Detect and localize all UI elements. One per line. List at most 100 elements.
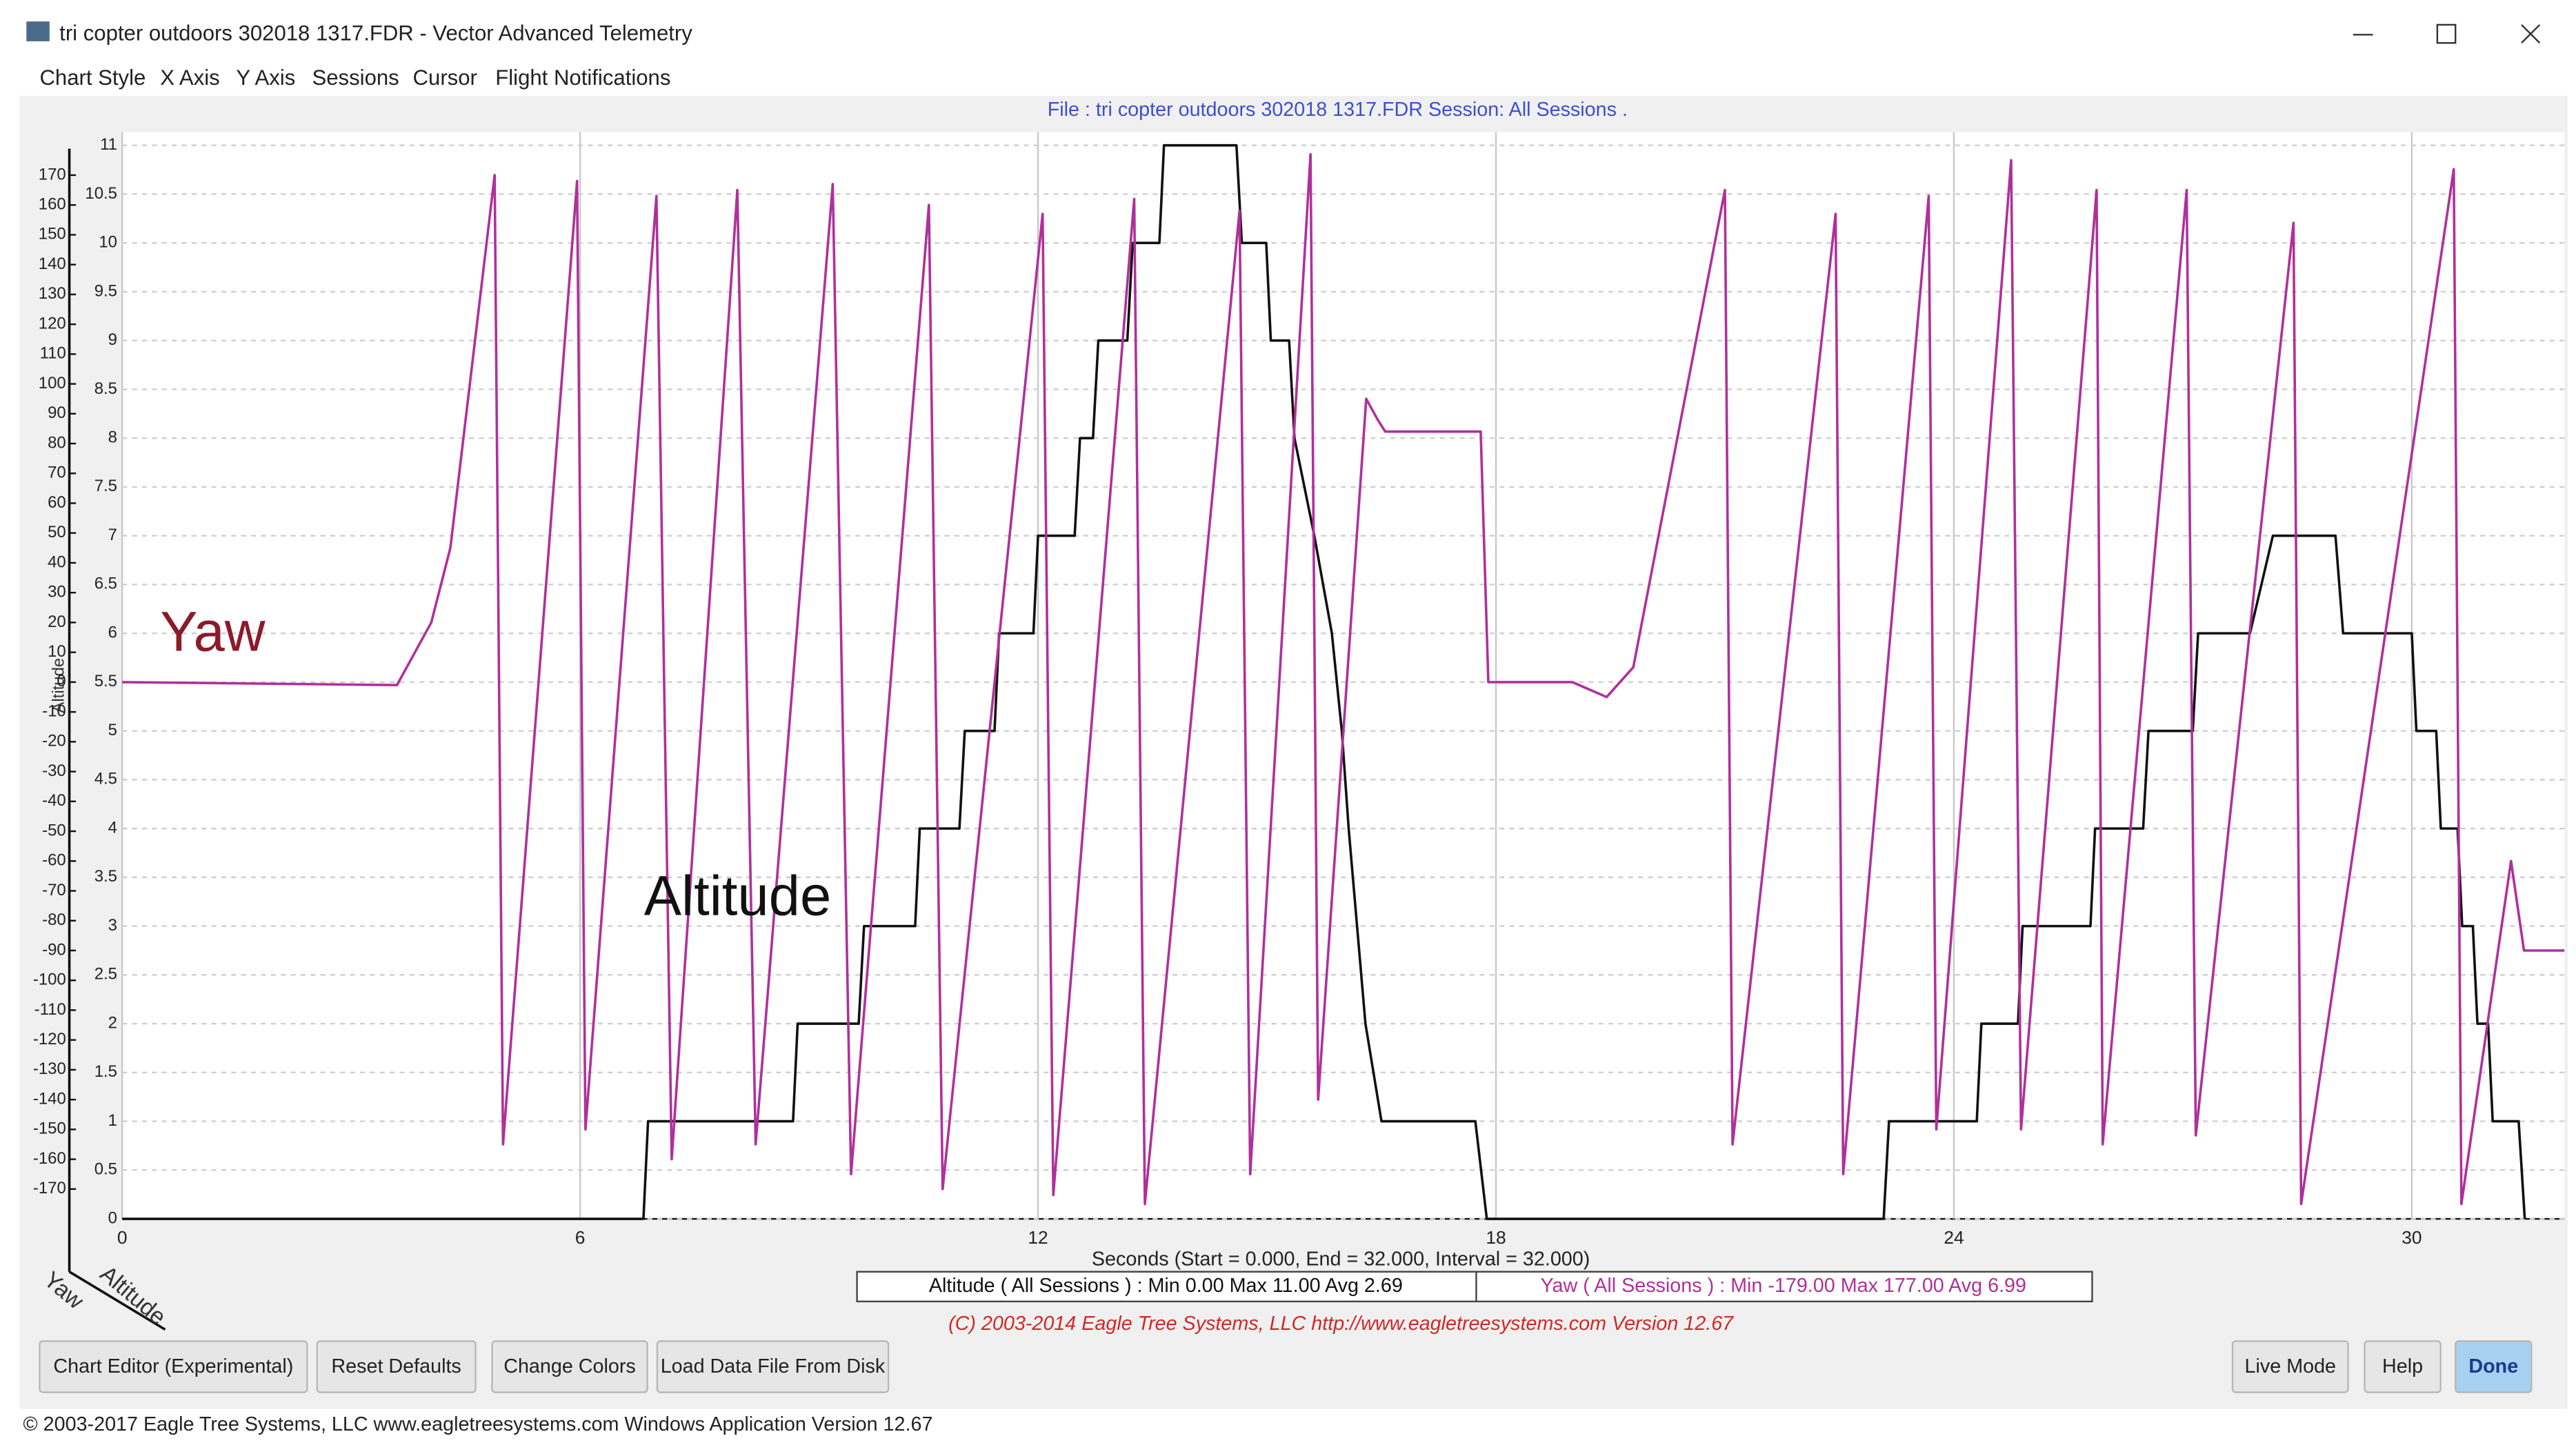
close-button[interactable] <box>2521 24 2541 44</box>
y2-tick-label: 60 <box>48 493 66 512</box>
y2-tick-label: -150 <box>33 1119 66 1138</box>
y2-tick-label: 40 <box>48 553 66 571</box>
button[interactable] <box>656 1340 890 1393</box>
y2-tick-label: -140 <box>33 1089 66 1108</box>
y2-tick-label: -20 <box>42 732 66 750</box>
y-tick-label: 3 <box>108 916 117 935</box>
status-bar <box>0 1409 2576 1443</box>
y2-tick-label: -160 <box>33 1149 66 1168</box>
y-tick-label: 4 <box>108 818 117 837</box>
status-text: © 2003-2017 Eagle Tree Systems, LLC www.… <box>23 1413 933 1435</box>
window-title: tri copter outdoors 302018 1317.FDR - Ve… <box>59 21 692 46</box>
menu-item[interactable]: X Axis <box>160 66 219 90</box>
axis-diagonal <box>68 1271 166 1331</box>
copyright: (C) 2003-2014 Eagle Tree Systems, LLC ht… <box>948 1313 1734 1335</box>
stats-box <box>856 1271 2093 1302</box>
y-tick-label: 0.5 <box>94 1160 117 1179</box>
button-label[interactable]: Done <box>2468 1355 2518 1377</box>
x-tick-label: 0 <box>117 1227 128 1248</box>
y-axis-label: Altitude <box>50 658 68 713</box>
y2-tick-label: -70 <box>42 881 66 899</box>
y-tick-label: 0 <box>108 1208 117 1227</box>
y-tick-label: 5 <box>108 721 117 739</box>
series-line <box>122 152 2565 1206</box>
y2-tick-label: -170 <box>33 1179 66 1197</box>
button[interactable] <box>316 1340 477 1393</box>
series-annotation: Yaw <box>160 600 266 663</box>
y-tick-label: 3.5 <box>94 867 117 886</box>
y-tick-label: 10 <box>99 233 117 252</box>
button-label[interactable]: Reset Defaults <box>331 1355 461 1377</box>
y2-tick-label: 130 <box>39 284 66 303</box>
button-label[interactable]: Chart Editor (Experimental) <box>53 1355 293 1377</box>
legend-stats: Yaw ( All Sessions ) : Min -179.00 Max 1… <box>1541 1275 2027 1297</box>
y-tick-label: 6.5 <box>94 575 117 593</box>
y2-tick-label: -30 <box>42 762 66 780</box>
y2-tick-label: 70 <box>48 464 66 482</box>
y2-tick-label: 50 <box>48 523 66 541</box>
y2-tick-label: 30 <box>48 583 66 601</box>
y2-tick-label: 20 <box>48 613 66 631</box>
menu-item[interactable]: Y Axis <box>236 66 295 90</box>
y2-tick-label: -90 <box>42 940 66 959</box>
plot-area <box>122 132 2565 1220</box>
y-tick-label: 7.5 <box>94 477 117 495</box>
y2-tick-label: 110 <box>40 344 66 363</box>
x-tick-label: 24 <box>1944 1227 1964 1248</box>
y2-tick-label: 90 <box>48 404 66 422</box>
y-tick-label: 1.5 <box>94 1062 117 1081</box>
button[interactable] <box>2231 1340 2349 1393</box>
y2-tick-label: 120 <box>39 314 66 332</box>
y-tick-label: 1 <box>108 1111 117 1130</box>
y-tick-label: 8.5 <box>94 379 117 398</box>
button-label[interactable]: Help <box>2382 1355 2423 1377</box>
y-tick-label: 4.5 <box>94 770 117 788</box>
x-tick-label: 6 <box>575 1227 586 1248</box>
legend-stats: Altitude ( All Sessions ) : Min 0.00 Max… <box>929 1275 1403 1297</box>
maximize-button[interactable] <box>2436 23 2457 44</box>
button-label[interactable]: Change Colors <box>503 1355 636 1377</box>
y-tick-label: 8 <box>108 428 117 447</box>
menu-item[interactable]: Chart Style <box>39 66 146 90</box>
button[interactable] <box>2455 1340 2533 1393</box>
y-tick-label: 9.5 <box>94 281 117 300</box>
y-tick-label: 2 <box>108 1013 117 1032</box>
y2-tick-label: 0 <box>57 672 66 690</box>
y2-tick-label: 160 <box>39 195 66 214</box>
x-axis-label: Seconds (Start = 0.000, End = 32.000, In… <box>1092 1248 1590 1271</box>
button[interactable] <box>39 1340 308 1393</box>
menu-item[interactable]: Sessions <box>312 66 399 90</box>
y2-tick-label: -10 <box>42 701 66 720</box>
menu-item[interactable]: Cursor <box>413 66 477 90</box>
series-annotation: Altitude <box>644 864 831 927</box>
y-tick-label: 9 <box>108 330 117 349</box>
y2-tick-label: 150 <box>39 225 66 243</box>
y-tick-label: 10.5 <box>85 184 117 203</box>
y2-tick-label: -40 <box>42 791 66 810</box>
y2-tick-label: -80 <box>42 910 66 929</box>
y2-tick-label: -120 <box>33 1030 66 1048</box>
x-tick-label: 12 <box>1028 1227 1048 1248</box>
y-tick-label: 5.5 <box>94 672 117 690</box>
y2-tick-label: -100 <box>33 971 66 989</box>
x-tick-label: 30 <box>2402 1227 2422 1248</box>
button[interactable] <box>2364 1340 2442 1393</box>
x-tick-label: 18 <box>1486 1227 1506 1248</box>
y2-tick-label: 100 <box>39 374 66 392</box>
app-icon <box>26 21 50 41</box>
button[interactable] <box>491 1340 648 1393</box>
y-tick-label: 7 <box>108 526 117 544</box>
y2-tick-label: 10 <box>48 642 66 661</box>
y-tick-label: 11 <box>100 135 117 154</box>
y2-tick-label: -110 <box>34 1000 66 1019</box>
y2-tick-label: -60 <box>42 851 66 870</box>
menu-item[interactable]: Flight Notifications <box>495 66 670 90</box>
y2-tick-label: 170 <box>39 165 66 183</box>
button-label[interactable]: Load Data File From Disk <box>661 1355 886 1377</box>
y-tick-label: 2.5 <box>94 965 117 984</box>
menu-bar <box>19 62 2568 96</box>
button-label[interactable]: Live Mode <box>2245 1355 2337 1377</box>
chart-subtitle: File : tri copter outdoors 302018 1317.F… <box>1048 99 1628 121</box>
